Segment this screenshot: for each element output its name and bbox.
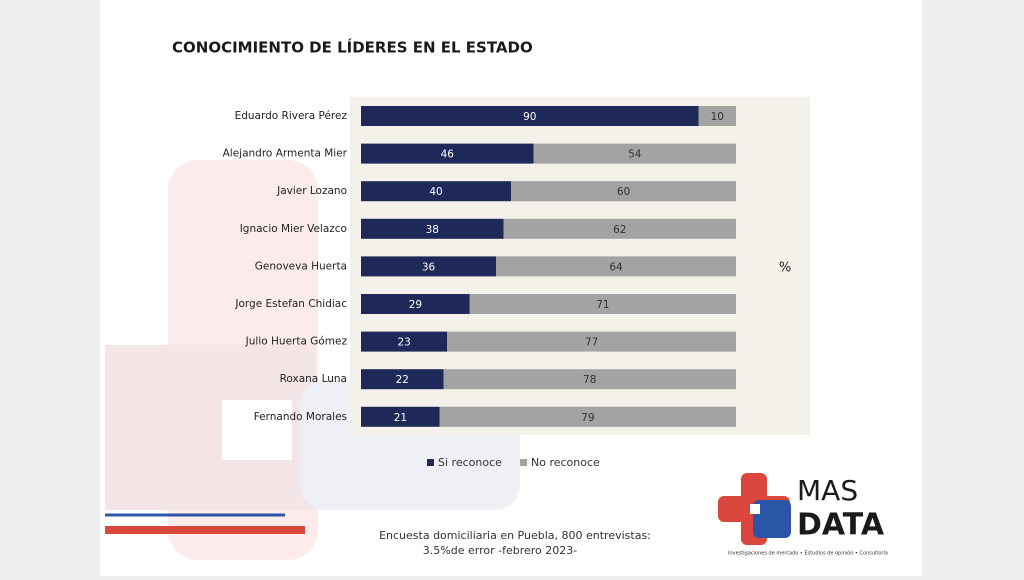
logo-cross (750, 504, 760, 514)
data-label: 79 (581, 412, 594, 424)
y-tick-label: Roxana Luna (280, 373, 347, 385)
bar-segment (533, 143, 736, 164)
y-tick-label: Julio Huerta Gómez (245, 336, 348, 348)
data-label: 38 (426, 224, 439, 236)
data-label: 78 (583, 374, 596, 386)
bar-segment (447, 331, 736, 352)
bar-segment (361, 218, 504, 239)
data-label: 77 (585, 337, 598, 349)
y-tick-label: Jorge Estefan Chidiac (234, 298, 347, 310)
decor (222, 400, 292, 460)
bar-segment (361, 143, 534, 164)
logo: MAS DATA Investigaciones de mercado • Es… (718, 473, 888, 557)
y-tick-label: Ignacio Mier Velazco (240, 223, 347, 235)
bar-segment (361, 181, 511, 202)
data-label: 46 (441, 149, 455, 161)
data-label: 71 (596, 299, 609, 311)
logo-cross (753, 500, 791, 538)
bar-segment (439, 406, 736, 427)
bar-segment (698, 106, 736, 126)
decor-bar (105, 526, 305, 534)
data-label: 90 (523, 111, 536, 123)
data-label: 29 (409, 299, 422, 311)
chart-title: CONOCIMIENTO DE LÍDERES EN EL ESTADO (172, 38, 533, 57)
data-label: 40 (429, 186, 442, 198)
data-label: 62 (613, 224, 626, 236)
footnote: Encuesta domiciliaria en Puebla, 800 ent… (379, 529, 651, 542)
logo-text: DATA (797, 508, 885, 543)
legend-label: No reconoce (531, 456, 600, 469)
bar-segment (511, 181, 736, 202)
bar-segment (443, 369, 736, 390)
logo-tagline: Investigaciones de mercado • Estudios de… (728, 550, 888, 557)
footnote: 3.5%de error -febrero 2023- (423, 544, 577, 557)
bar-segment (503, 218, 736, 239)
data-label: 54 (628, 149, 642, 161)
data-label: 22 (396, 374, 409, 386)
data-label: 36 (422, 261, 436, 273)
data-label: 23 (397, 337, 410, 349)
y-tick-label: Alejandro Armenta Mier (223, 148, 348, 160)
unit-label: % (779, 261, 791, 276)
y-tick-label: Javier Lozano (276, 185, 347, 197)
y-tick-label: Genoveva Huerta (255, 260, 347, 272)
bar-segment (361, 406, 440, 427)
bar-segment (361, 106, 699, 126)
bar-segment (361, 294, 470, 314)
bar-segment (496, 256, 736, 277)
y-tick-label: Fernando Morales (254, 411, 347, 423)
legend-swatch (520, 459, 527, 466)
legend-label: Si reconoce (438, 456, 502, 469)
legend-swatch (427, 459, 434, 466)
bar-segment (361, 369, 444, 390)
data-label: 10 (711, 111, 724, 123)
logo-text: MAS (797, 474, 858, 507)
bar-segment (361, 331, 448, 352)
y-tick-label: Eduardo Rivera Pérez (235, 110, 348, 122)
data-label: 60 (617, 186, 630, 198)
data-label: 64 (609, 261, 623, 273)
data-label: 21 (394, 412, 407, 424)
bar-segment (361, 256, 496, 277)
bar-segment (469, 294, 736, 314)
